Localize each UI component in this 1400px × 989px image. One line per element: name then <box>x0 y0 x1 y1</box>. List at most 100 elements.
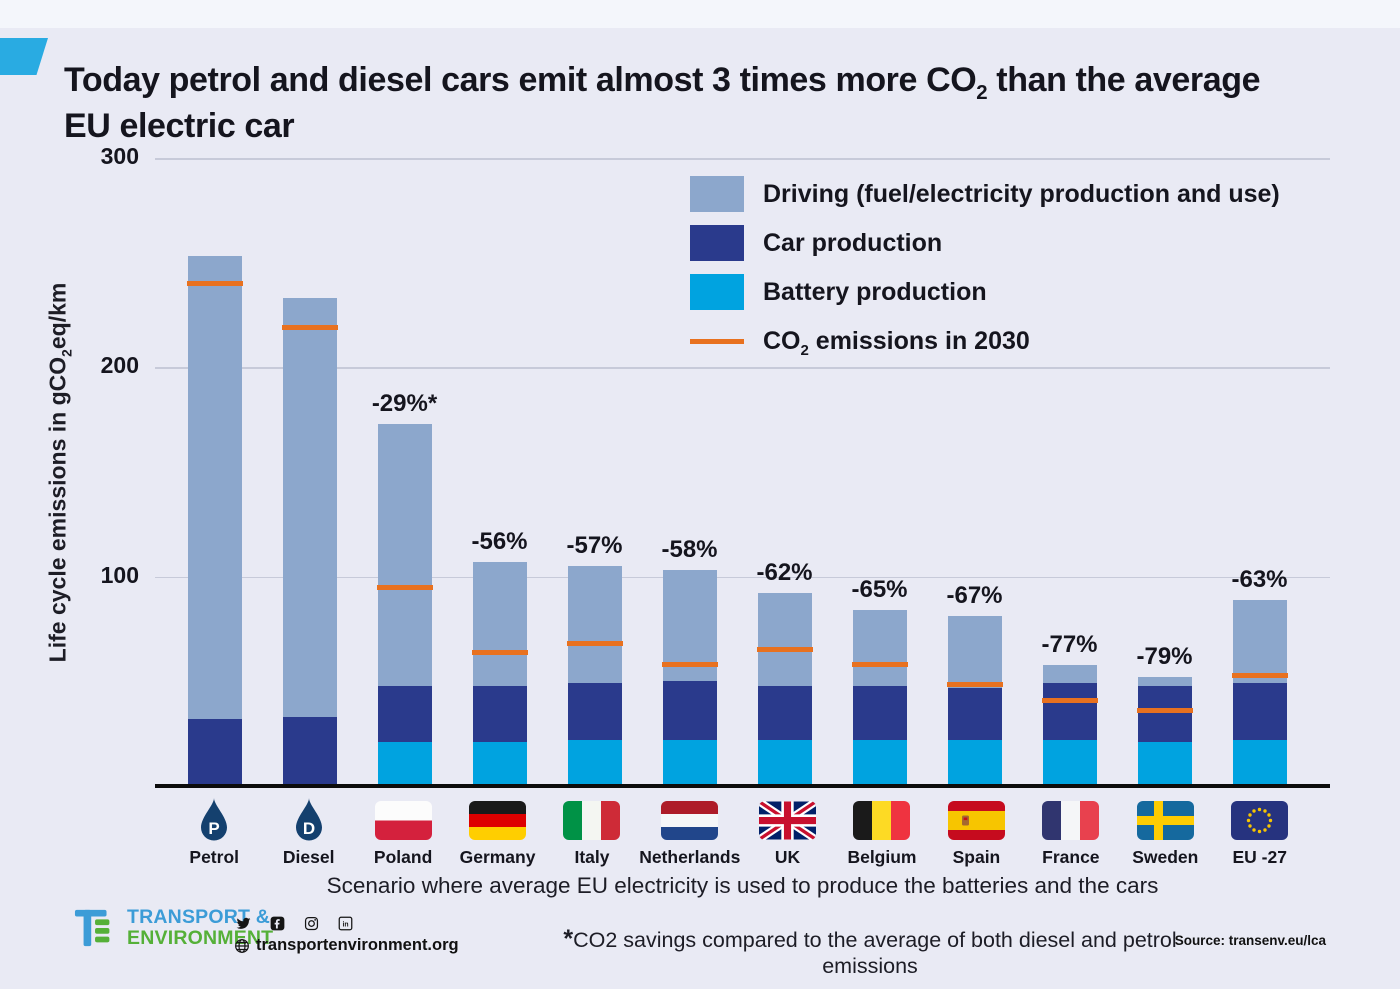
segment-driving <box>947 616 1002 688</box>
poland-flag-icon <box>374 800 432 840</box>
segment-battery <box>567 739 622 786</box>
legend-row-battery-production: Battery production <box>690 274 1280 310</box>
facebook-icon[interactable] <box>270 916 285 931</box>
segment-driving <box>757 593 812 686</box>
netherlands-flag-icon <box>661 800 719 840</box>
legend-row-co2-2030: CO2 emissions in 2030 <box>690 323 1280 359</box>
bar-slot-germany: -56% <box>452 158 547 786</box>
driving-swatch-icon <box>690 176 744 212</box>
segment-battery <box>1042 739 1097 786</box>
savings-label: -65% <box>851 576 908 604</box>
twitter-icon[interactable] <box>236 916 251 931</box>
france-flag-icon <box>1042 800 1100 840</box>
eu-flag-icon <box>1231 800 1289 840</box>
bar-slot-poland: -29%* <box>357 158 452 786</box>
x-item-diesel: D Diesel <box>261 796 355 868</box>
x-item-poland: Poland <box>356 796 450 868</box>
footnote: *CO2 savings compared to the average of … <box>520 925 1220 979</box>
segment-battery <box>1137 742 1192 786</box>
x-icon-box <box>853 796 911 844</box>
svg-text:D: D <box>303 819 315 838</box>
top-strip <box>0 0 1400 28</box>
ytick-label-300: 300 <box>100 143 139 170</box>
gridline-100 <box>155 576 1330 579</box>
x-axis: P Petrol D Diesel Poland Germany Italy Netherla… <box>167 796 1307 868</box>
x-item-petrol: P Petrol <box>167 796 261 868</box>
legend-row-car-production: Car production <box>690 225 1280 261</box>
co2-2030-marker <box>1231 672 1288 678</box>
legend-label-co2-2030: CO2 emissions in 2030 <box>763 326 1030 359</box>
savings-label: -77% <box>1041 630 1098 658</box>
legend-label-car-production: Car production <box>763 228 943 257</box>
instagram-icon[interactable] <box>304 916 319 931</box>
bar-slot-diesel <box>262 158 357 786</box>
segment-driving <box>377 423 432 686</box>
legend-label-battery-production: Battery production <box>763 277 987 306</box>
x-item-uk: UK <box>740 796 834 868</box>
segment-driving <box>282 298 337 717</box>
segment-driving <box>852 610 907 686</box>
germany-flag-icon <box>469 800 527 840</box>
x-label-petrol: Petrol <box>189 847 240 867</box>
social-icons: in <box>236 916 353 931</box>
x-label-spain: Spain <box>952 847 1001 867</box>
segment-car <box>852 685 907 740</box>
segment-car <box>947 687 1002 740</box>
segment-driving <box>567 566 622 684</box>
co2-2030-marker <box>1041 697 1098 703</box>
co2-2030-marker <box>661 662 718 668</box>
x-item-france: France <box>1024 796 1118 868</box>
segment-driving <box>1137 677 1192 686</box>
x-label-diesel: Diesel <box>282 847 335 867</box>
x-label-france: France <box>1042 847 1100 867</box>
stacked-bar <box>1137 677 1192 786</box>
bar-slot-spain: -67% <box>927 158 1022 786</box>
co2-2030-marker <box>756 647 813 653</box>
segment-car <box>377 685 432 743</box>
stacked-bar <box>852 610 907 786</box>
uk-flag-icon <box>759 800 817 840</box>
stacked-bar <box>567 566 622 786</box>
segment-battery <box>472 742 527 786</box>
stacked-bar <box>662 570 717 786</box>
x-icon-box <box>759 796 817 844</box>
bar-slot-petrol <box>167 158 262 786</box>
gridline-200 <box>155 367 1330 369</box>
segment-battery <box>947 739 1002 786</box>
x-icon-box <box>563 796 621 844</box>
battery-production-swatch-icon <box>690 274 744 310</box>
x-item-spain: Spain <box>929 796 1023 868</box>
x-item-sweden: Sweden <box>1118 796 1212 868</box>
footnote-asterisk: * <box>563 925 574 953</box>
linkedin-icon[interactable]: in <box>338 916 353 931</box>
stacked-bar <box>377 423 432 786</box>
segment-driving <box>472 562 527 686</box>
segment-driving <box>187 256 242 720</box>
te-logo-icon <box>74 906 118 950</box>
co2-2030-marker <box>281 325 338 331</box>
website-link[interactable]: transportenvironment.org <box>234 936 459 955</box>
segment-car <box>757 685 812 740</box>
x-item-eu: EU -27 <box>1213 796 1307 868</box>
footnote-text: CO2 savings compared to the average of b… <box>573 928 1177 978</box>
x-label-poland: Poland <box>373 847 433 867</box>
diesel-droplet-icon: D <box>289 796 329 844</box>
source-link[interactable]: Source: transenv.eu/lca <box>1174 933 1326 948</box>
co2-2030-marker <box>376 584 433 590</box>
x-icon-box <box>1136 796 1194 844</box>
x-item-netherlands: Netherlands <box>639 796 740 868</box>
y-axis-title: Life cycle emissions in gCO2eq/km <box>44 282 75 662</box>
segment-car <box>567 683 622 740</box>
car-production-swatch-icon <box>690 225 744 261</box>
italy-flag-icon <box>563 800 621 840</box>
co2-2030-marker <box>946 681 1003 687</box>
segment-car <box>187 719 242 786</box>
savings-label: -57% <box>566 532 623 560</box>
legend-row-driving: Driving (fuel/electricity production and… <box>690 176 1280 212</box>
x-axis-line <box>155 784 1330 788</box>
co2-2030-marker <box>1136 708 1193 714</box>
bar-slot-belgium: -65% <box>832 158 927 786</box>
segment-car <box>1232 683 1287 740</box>
title-line2: EU electric car <box>64 106 295 145</box>
